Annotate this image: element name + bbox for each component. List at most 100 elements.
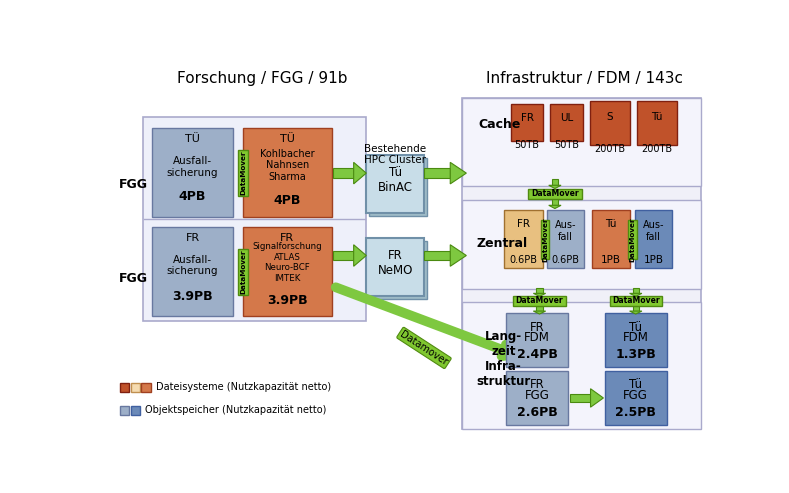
Bar [570, 394, 590, 402]
Text: Aus-
fall: Aus- fall [555, 220, 577, 242]
Bar [143, 117, 366, 321]
Bar [514, 296, 566, 306]
Bar [462, 98, 701, 429]
Bar [237, 150, 249, 196]
Text: FR: FR [529, 320, 544, 334]
Polygon shape [451, 245, 466, 266]
Bar [120, 406, 129, 415]
Bar [610, 296, 662, 306]
Bar [537, 306, 543, 311]
Text: FDM: FDM [524, 331, 550, 345]
Bar [605, 313, 667, 367]
Bar [152, 129, 233, 217]
Bar [507, 371, 568, 425]
Bar [333, 168, 353, 178]
Text: TÜ: TÜ [185, 134, 200, 144]
Text: FR: FR [529, 378, 544, 391]
Text: Tü: Tü [652, 112, 663, 122]
Bar [366, 155, 424, 213]
Polygon shape [590, 388, 604, 407]
Bar [592, 210, 630, 268]
Text: Kohlbacher
Nahnsen
Sharma: Kohlbacher Nahnsen Sharma [260, 149, 315, 182]
Polygon shape [451, 162, 466, 184]
Text: FR: FR [185, 233, 200, 243]
Bar [511, 104, 544, 141]
Bar [504, 210, 543, 268]
Text: Tü: Tü [629, 320, 642, 334]
Bar [537, 288, 543, 293]
Text: Ausfall-
sicherung: Ausfall- sicherung [166, 156, 219, 178]
Text: 1.3PB: 1.3PB [615, 349, 656, 361]
Text: 200TB: 200TB [594, 144, 625, 154]
Text: Ausfall-
sicherung: Ausfall- sicherung [166, 255, 219, 276]
Text: Tü
BinAC: Tü BinAC [378, 167, 413, 194]
Text: Objektspeicher (Nutzkapazität netto): Objektspeicher (Nutzkapazität netto) [145, 405, 327, 415]
Bar [548, 210, 584, 268]
Text: 200TB: 200TB [641, 144, 673, 154]
Text: FR: FR [280, 233, 294, 243]
Text: DataMover: DataMover [240, 151, 246, 195]
Bar [633, 306, 639, 311]
Bar [462, 200, 701, 288]
Text: FGG: FGG [118, 178, 148, 191]
Text: Bestehende
HPC Cluster: Bestehende HPC Cluster [364, 144, 426, 166]
Bar [638, 101, 677, 145]
Bar [507, 313, 568, 367]
Text: DataMover: DataMover [516, 296, 563, 306]
Bar [152, 227, 233, 316]
Text: FDM: FDM [623, 331, 649, 345]
Text: Infrastruktur / FDM / 143c: Infrastruktur / FDM / 143c [486, 71, 682, 86]
Text: 3.9PB: 3.9PB [267, 294, 308, 307]
Polygon shape [353, 245, 366, 266]
Bar [552, 179, 558, 185]
Bar [120, 383, 129, 392]
Text: 1PB: 1PB [644, 255, 664, 265]
Text: 1PB: 1PB [601, 255, 621, 265]
Text: 50TB: 50TB [554, 140, 579, 150]
Bar [141, 383, 151, 392]
Text: FGG: FGG [525, 389, 550, 402]
Bar [369, 241, 427, 299]
Bar [589, 101, 630, 145]
Text: Signalforschung
ATLAS
Neuro-BCF
IMTEK: Signalforschung ATLAS Neuro-BCF IMTEK [252, 243, 322, 282]
Text: DataMover: DataMover [240, 249, 246, 294]
Text: Zentral: Zentral [477, 238, 528, 250]
Polygon shape [533, 293, 546, 296]
Text: Forschung / FGG / 91b: Forschung / FGG / 91b [177, 71, 347, 86]
Bar [333, 250, 353, 260]
Bar [424, 250, 451, 260]
Text: Tü: Tü [605, 219, 617, 229]
Text: S: S [606, 112, 613, 122]
Bar [424, 168, 451, 178]
Text: DataMover: DataMover [542, 217, 548, 262]
Bar [462, 303, 701, 429]
Text: Cache: Cache [478, 118, 520, 131]
Bar [628, 220, 637, 259]
Polygon shape [630, 293, 642, 296]
Bar [528, 188, 581, 199]
Text: 50TB: 50TB [514, 140, 540, 150]
Text: 0.6PB: 0.6PB [510, 255, 537, 265]
Text: Datamover: Datamover [398, 329, 450, 367]
Text: Lang-
zeit
Infra-
struktur: Lang- zeit Infra- struktur [477, 330, 531, 388]
Text: Dateisysteme (Nutzkapazität netto): Dateisysteme (Nutzkapazität netto) [156, 382, 331, 392]
Bar [633, 288, 639, 293]
Polygon shape [548, 205, 561, 209]
Text: 0.6PB: 0.6PB [552, 255, 580, 265]
Polygon shape [533, 311, 546, 314]
Bar [237, 248, 249, 295]
Text: 2.6PB: 2.6PB [517, 406, 558, 419]
Text: DataMover: DataMover [612, 296, 660, 306]
Text: FGG: FGG [623, 389, 649, 402]
Bar [552, 199, 558, 205]
Text: UL: UL [560, 113, 573, 123]
Bar [369, 158, 427, 216]
Polygon shape [353, 162, 366, 184]
Text: FR
NeMO: FR NeMO [377, 249, 413, 277]
Bar [243, 129, 331, 217]
Polygon shape [630, 311, 642, 314]
Bar [540, 220, 549, 259]
Text: Aus-
fall: Aus- fall [643, 220, 664, 242]
Bar [366, 238, 424, 295]
Bar [131, 406, 140, 415]
